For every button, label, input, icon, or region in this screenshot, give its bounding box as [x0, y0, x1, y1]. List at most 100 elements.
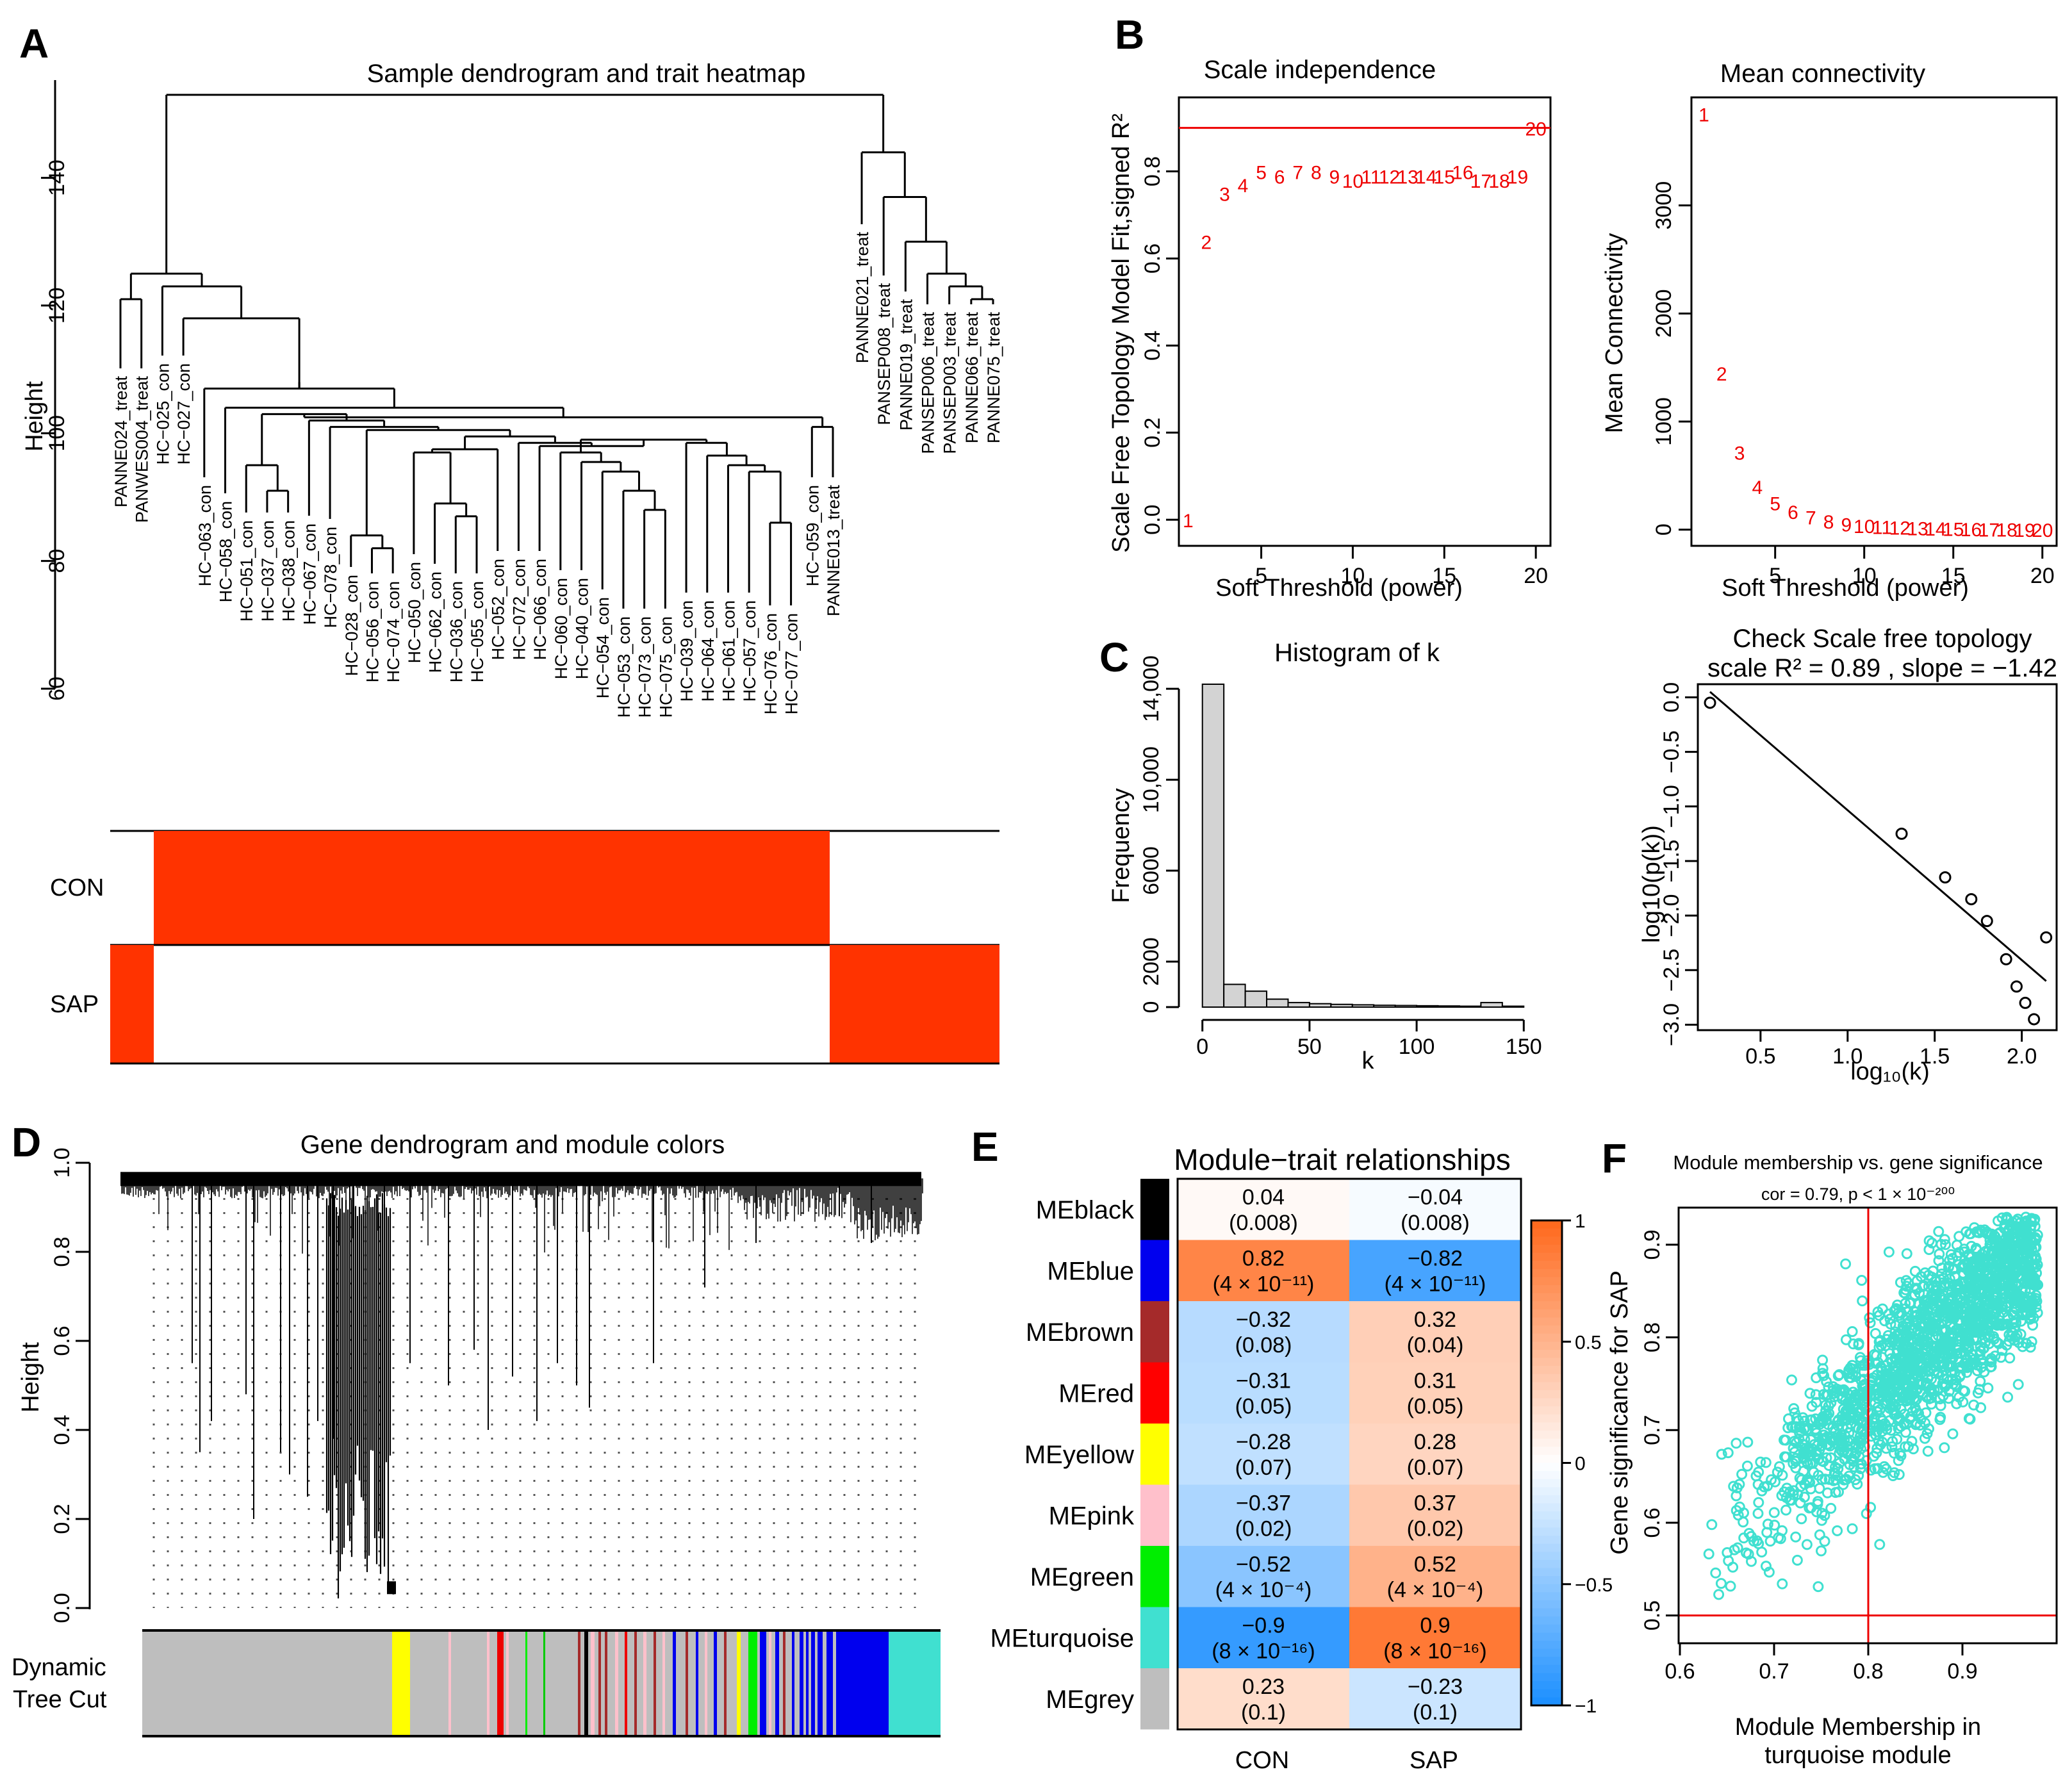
- power-point-label: 3: [1734, 443, 1745, 464]
- scale-free-point: [2040, 931, 2053, 944]
- panel-f: F Module membership vs. gene significanc…: [1602, 1135, 2058, 1769]
- module-row-label: MEgreen: [1030, 1563, 1134, 1591]
- heatmap-cell: [1349, 1362, 1521, 1424]
- legend-gradient-step: [1531, 1349, 1562, 1359]
- legend-tick-label: 0: [1575, 1454, 1586, 1475]
- sample-leaf-label: HC−039_con: [677, 600, 696, 702]
- module-color-stripe: [643, 1630, 646, 1736]
- gene-dendrogram-ytick-label: 0.8: [50, 1236, 74, 1267]
- sample-leaf-label: HC−067_con: [300, 523, 319, 625]
- legend-gradient-step: [1531, 1398, 1562, 1408]
- legend-gradient-step: [1531, 1284, 1562, 1294]
- legend-gradient-step: [1531, 1244, 1562, 1254]
- y-tick-label: 14,000: [1139, 655, 1163, 722]
- module-color-stripe: [806, 1630, 809, 1736]
- power-point-label: 5: [1256, 163, 1267, 184]
- legend-gradient-step: [1531, 1382, 1562, 1391]
- y-tick-label: −0.5: [1659, 730, 1684, 773]
- legend-gradient-step: [1531, 1681, 1562, 1690]
- scale-free-point: [1980, 915, 1993, 928]
- y-tick-label: 0.0: [1659, 682, 1684, 712]
- sample-leaf-label: HC−037_con: [258, 520, 277, 621]
- fit-line: [1709, 691, 2047, 982]
- sample-leaf-label: HC−059_con: [803, 485, 822, 586]
- module-color-stripe: [686, 1630, 688, 1736]
- panel-a-ytick-label: 60: [45, 677, 69, 701]
- module-color-stripe: [410, 1630, 415, 1736]
- module-color-stripe: [578, 1630, 580, 1736]
- legend-gradient-step: [1531, 1495, 1562, 1504]
- heatmap-cell: [1349, 1668, 1521, 1730]
- column-label-sap: SAP: [1410, 1747, 1458, 1774]
- histogram-ylabel: Frequency: [1108, 788, 1135, 903]
- sample-leaf-label: HC−066_con: [530, 559, 550, 660]
- gene-dendrogram-ytick-label: 0.4: [50, 1415, 74, 1445]
- legend-gradient-step: [1531, 1333, 1562, 1343]
- y-tick-label: 0.8: [1640, 1322, 1665, 1352]
- gene-dendrogram: [120, 1172, 923, 1599]
- module-color-stripe: [525, 1630, 527, 1736]
- legend-gradient-step: [1531, 1463, 1562, 1472]
- legend-gradient-step: [1531, 1487, 1562, 1496]
- power-point-label: 15: [1943, 520, 1964, 541]
- legend-gradient-step: [1531, 1236, 1562, 1245]
- power-point-label: 16: [1961, 520, 1982, 541]
- panel-a-ylabel: Height: [21, 381, 48, 452]
- power-point-label: 8: [1823, 512, 1834, 533]
- scale-free-point: [1895, 827, 1908, 840]
- histogram-bar: [1373, 1005, 1396, 1008]
- y-tick-label: 0.2: [1140, 418, 1165, 448]
- sample-leaf-label: HC−074_con: [384, 581, 403, 682]
- module-color-stripe: [769, 1630, 771, 1736]
- histogram-bar: [1351, 1004, 1375, 1008]
- power-point-label: 20: [1525, 119, 1546, 140]
- legend-gradient-step: [1531, 1252, 1562, 1262]
- module-color-stripe: [598, 1630, 601, 1736]
- mean-connectivity-xlabel: Soft Threshold (power): [1722, 575, 1969, 602]
- power-point-label: 13: [1397, 167, 1418, 188]
- legend-gradient-step: [1531, 1309, 1562, 1318]
- heatmap-cell-pvalue: (8 × 10⁻¹⁶): [1212, 1639, 1315, 1664]
- module-color-stripe: [605, 1630, 607, 1736]
- dendrogram-deep-cluster: [325, 1192, 391, 1599]
- x-tick-label: 15: [1941, 564, 1966, 588]
- module-color-stripe: [760, 1630, 766, 1736]
- heatmap-cell-value: −0.32: [1236, 1308, 1291, 1332]
- x-tick-label: 2.0: [2007, 1044, 2037, 1069]
- histogram-bar: [1244, 990, 1268, 1008]
- module-row-label: MEgrey: [1046, 1686, 1134, 1714]
- module-color-stripe: [792, 1630, 794, 1736]
- trait-cell-sap: [110, 945, 154, 1063]
- heatmap-cell-value: −0.04: [1408, 1185, 1463, 1210]
- power-point-label: 11: [1361, 167, 1381, 188]
- heatmap-cell-value: 0.28: [1414, 1430, 1456, 1454]
- histogram-bar: [1416, 1005, 1439, 1008]
- heatmap-cell: [1178, 1424, 1349, 1485]
- power-point-label: 9: [1329, 167, 1340, 188]
- panel-a-ytick-label: 120: [45, 288, 69, 324]
- x-tick-label: 0.7: [1759, 1659, 1789, 1684]
- y-tick-label: 0.8: [1140, 156, 1165, 186]
- mm-gs-subtitle: cor = 0.79, p < 1 × 10⁻²⁰⁰: [1761, 1185, 1955, 1204]
- module-color-stripe: [615, 1630, 618, 1736]
- legend-gradient-step: [1531, 1390, 1562, 1399]
- sample-leaf-label: HC−054_con: [593, 597, 613, 698]
- module-color-stripe: [783, 1630, 785, 1736]
- x-tick-label: 0.9: [1947, 1659, 1977, 1684]
- histogram-plot: 0 50 100 150 0 2000 6000 10,000 14,000: [1139, 655, 1542, 1059]
- histogram-bar: [1330, 1003, 1353, 1008]
- module-color-stripe: [748, 1630, 757, 1736]
- module-color-stripe: [591, 1630, 595, 1736]
- trait-heatmap: CON SAP: [50, 830, 999, 1065]
- sample-leaf-label: HC−055_con: [468, 581, 487, 682]
- heatmap-cell-pvalue: (0.1): [1241, 1700, 1286, 1725]
- histogram-bar: [1223, 983, 1246, 1008]
- heatmap-frame: [1176, 1178, 1522, 1730]
- legend-gradient-step: [1531, 1317, 1562, 1327]
- x-tick-label: 15: [1432, 564, 1456, 588]
- heatmap-cell-pvalue: (0.008): [1229, 1211, 1298, 1235]
- scale-free-ylabel: log10(p(k)): [1638, 825, 1665, 943]
- mm-gs-title: Module membership vs. gene significance: [1673, 1151, 2043, 1174]
- legend-gradient-step: [1531, 1559, 1562, 1569]
- y-tick-label: 0.7: [1640, 1415, 1665, 1445]
